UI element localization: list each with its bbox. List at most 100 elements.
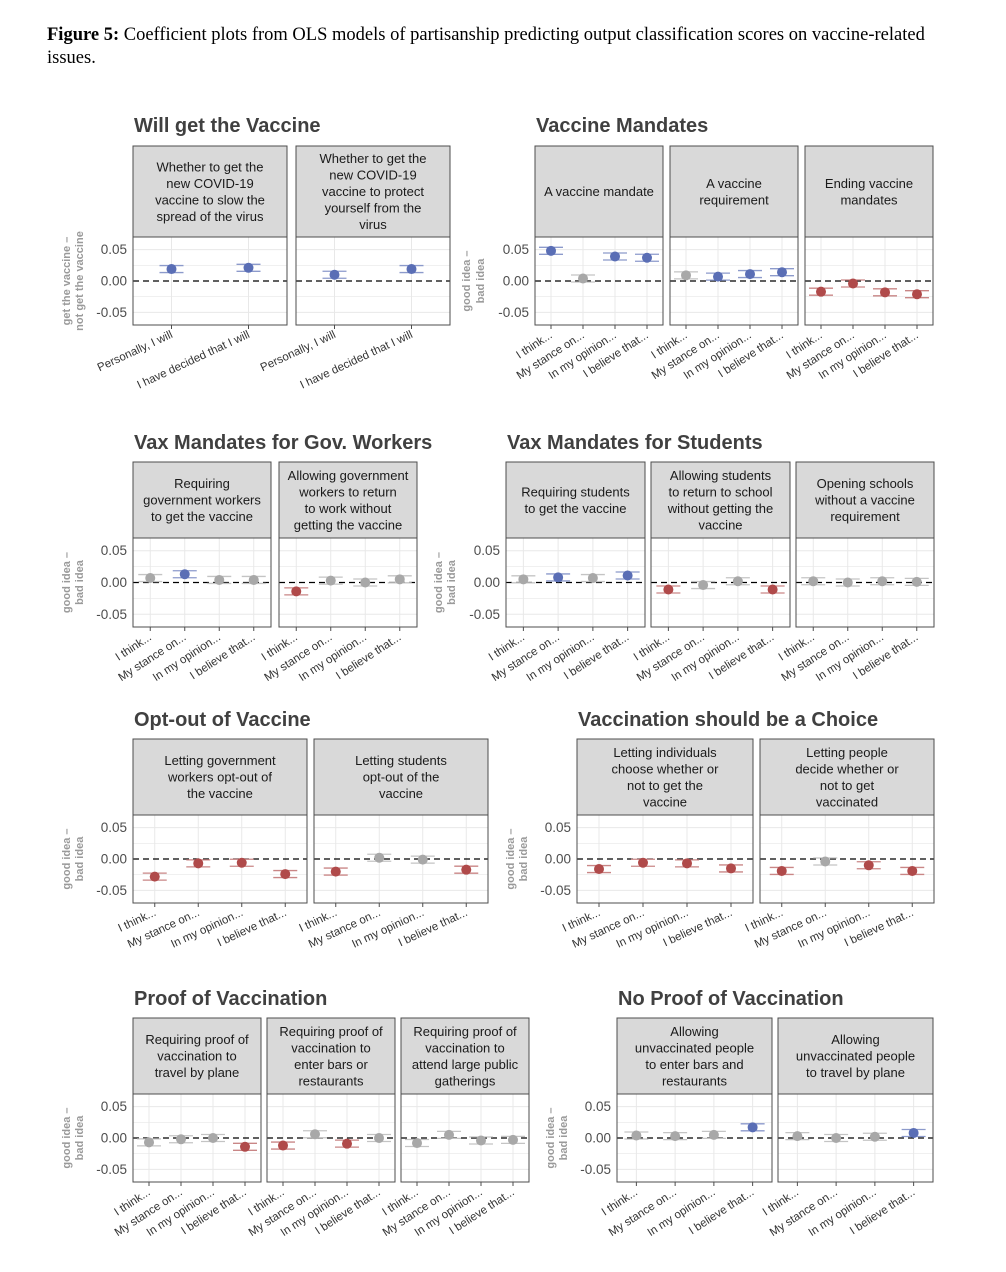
chart-title: No Proof of Vaccination [618, 988, 844, 1010]
facet-strip-label: to get the vaccine [525, 501, 627, 516]
y-axis-label: good idea – [505, 828, 517, 889]
data-point [622, 570, 633, 581]
data-point [193, 858, 204, 869]
facet-strip-label: without getting the [667, 501, 774, 516]
x-tick-label: In my opinion... [807, 1186, 879, 1239]
chart-title: Will get the Vaccine [134, 115, 321, 137]
facet-strip-label: opt-out of the [363, 770, 440, 785]
x-tick-label: I believe that... [687, 1186, 756, 1237]
facet-strip-label: vaccination to [157, 1049, 237, 1064]
facet-strip-label: gatherings [435, 1073, 496, 1088]
x-tick-label: In my opinion... [646, 1186, 718, 1239]
y-tick-label: 0.00 [585, 1131, 611, 1146]
data-point [236, 857, 247, 868]
figure-label: Figure 5: [47, 25, 120, 45]
y-axis-label: bad idea [558, 1115, 570, 1161]
data-point [291, 586, 302, 597]
facet-strip-label: enter bars or [294, 1057, 368, 1072]
facet-strip-label: Allowing [670, 1024, 718, 1039]
y-axis-label: good idea – [61, 552, 73, 613]
facet-strip-label: getting the vaccine [294, 517, 402, 532]
chart-title: Opt-out of Vaccine [134, 709, 311, 731]
data-point [546, 245, 556, 256]
panel-border [266, 1093, 396, 1183]
y-tick-label: -0.05 [580, 1162, 611, 1177]
panel-border [534, 236, 664, 326]
facet-strip-label: vaccine to protect [322, 184, 424, 199]
data-point [412, 1138, 422, 1149]
data-point [594, 864, 604, 875]
y-tick-label: 0.05 [503, 242, 529, 257]
data-point [374, 1133, 384, 1143]
panel-border [313, 814, 489, 904]
chart-title: Vaccination should be a Choice [578, 709, 878, 731]
data-point [732, 576, 743, 587]
data-point [808, 576, 819, 587]
data-point [638, 857, 648, 868]
facet-strip-label: not to get [820, 778, 875, 793]
panel-border [759, 814, 935, 904]
data-point [508, 1134, 518, 1145]
panel-border [505, 537, 646, 628]
facet-strip-label: yourself from the [325, 201, 422, 216]
data-point [912, 289, 922, 300]
facet-strip-label: unvaccinated people [796, 1049, 915, 1064]
facet-strip-label: to return to school [668, 484, 772, 499]
panel-border [132, 814, 308, 904]
facet-strip-label: vaccine [698, 517, 742, 532]
data-point [877, 576, 888, 587]
facet-strip-label: vaccine to slow the [155, 192, 265, 207]
y-tick-label: 0.00 [101, 274, 127, 289]
facet-strip-label: attend large public [412, 1057, 519, 1072]
facet-strip-label: unvaccinated people [635, 1040, 754, 1055]
facet-strip-label: Requiring students [521, 484, 630, 499]
y-axis-label: bad idea [446, 559, 458, 605]
data-point [394, 574, 405, 585]
facet-strip-label: the vaccine [187, 786, 253, 801]
facet-strip-label: requirement [699, 192, 769, 207]
facet-strip-label: new COVID-19 [329, 168, 416, 183]
facet-strip [278, 461, 418, 539]
facet-strip [804, 145, 934, 238]
data-point [610, 251, 620, 262]
data-point [863, 860, 874, 871]
facet-strip [295, 145, 451, 238]
y-axis-label: bad idea [74, 559, 86, 605]
y-tick-label: 0.05 [101, 543, 127, 558]
data-point [444, 1129, 454, 1140]
data-point [578, 273, 588, 284]
facet-strip-label: vaccination to [291, 1040, 371, 1055]
facet-strip [777, 1017, 934, 1095]
data-point [360, 577, 371, 588]
data-point [461, 864, 472, 875]
data-point [374, 852, 385, 863]
panel-background [314, 815, 488, 903]
facet-strip-label: vaccinated [816, 794, 878, 809]
data-point [708, 1129, 719, 1140]
data-point [518, 574, 529, 585]
facet-strip [534, 145, 664, 238]
data-point [214, 574, 225, 585]
facet-strip-label: virus [359, 217, 387, 232]
data-point [179, 569, 190, 580]
data-point [911, 576, 922, 587]
y-axis-label: good idea – [433, 552, 445, 613]
panel-border [616, 1093, 773, 1183]
data-point [310, 1129, 320, 1140]
y-axis-label: bad idea [74, 836, 86, 882]
facet-strip-label: Allowing [831, 1032, 879, 1047]
y-tick-label: 0.00 [474, 575, 500, 590]
facet-strip-label: restaurants [662, 1073, 728, 1088]
data-point [670, 1131, 681, 1142]
data-point [663, 584, 674, 595]
x-tick-label: I believe that... [848, 1186, 917, 1237]
chart-title: Vax Mandates for Gov. Workers [134, 432, 432, 454]
data-point [848, 278, 858, 289]
facet-strip [650, 461, 791, 539]
data-point [248, 574, 259, 585]
y-axis-label: good idea – [61, 828, 73, 889]
facet-strip-label: choose whether or [612, 761, 720, 776]
facet-strip-label: Whether to get the [157, 159, 264, 174]
facet-strip-label: travel by plane [155, 1065, 240, 1080]
